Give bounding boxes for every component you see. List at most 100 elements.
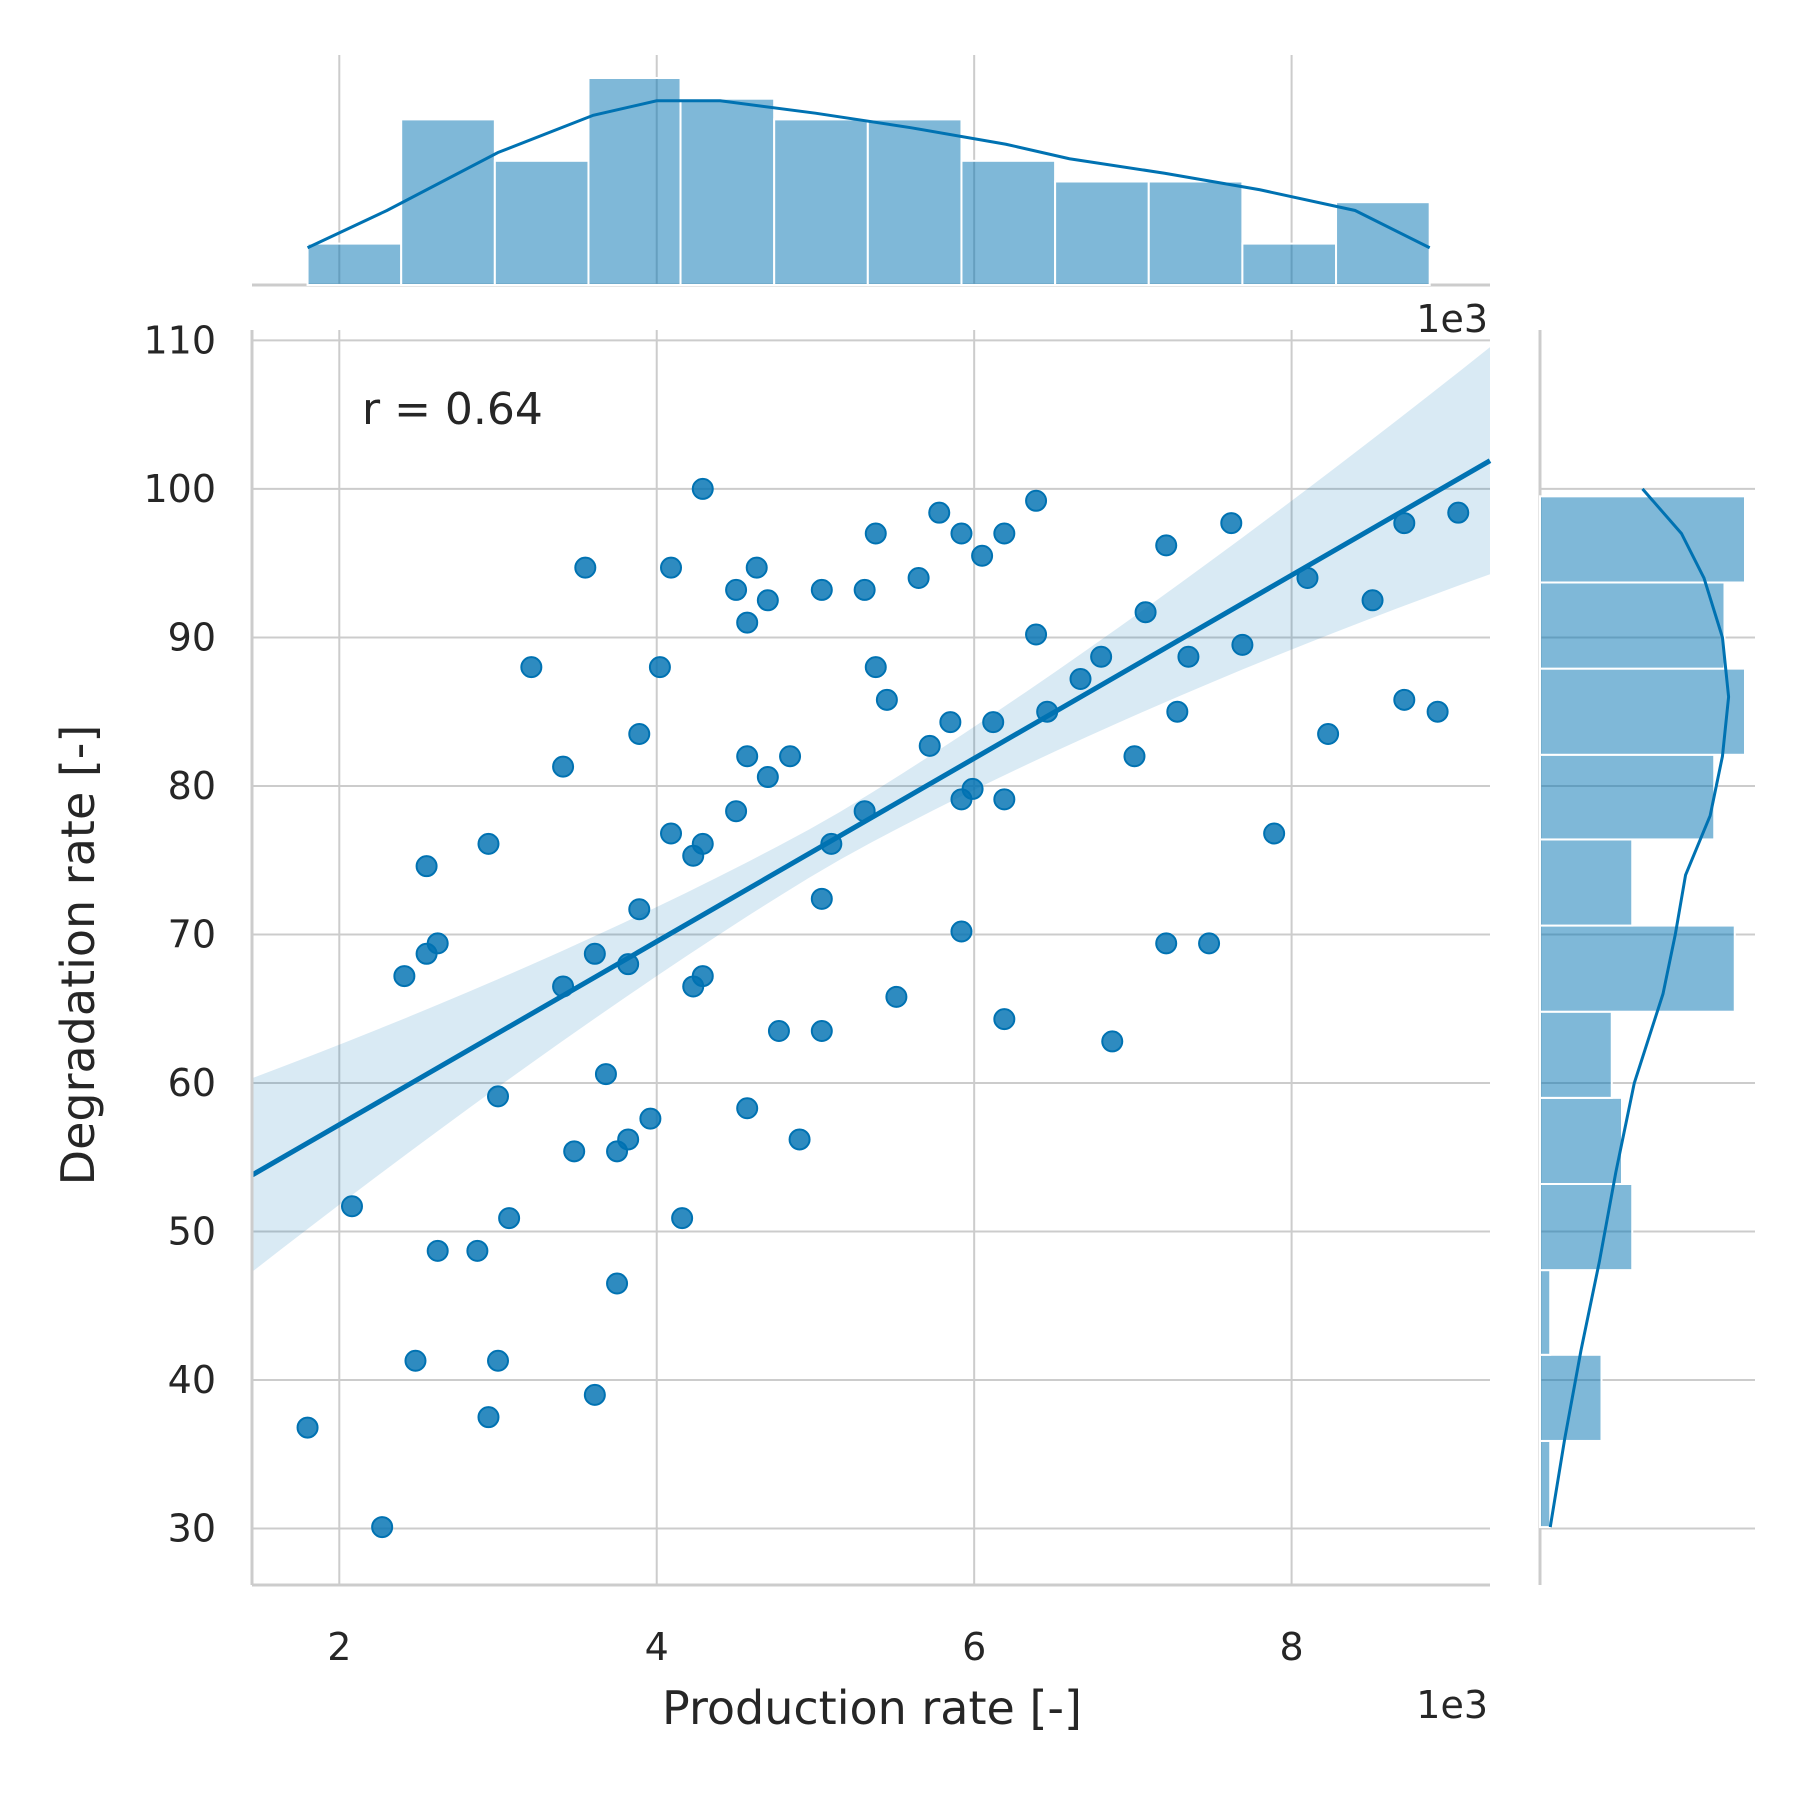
scatter-point — [1025, 623, 1048, 646]
scatter-point — [466, 1239, 489, 1262]
main-gridlines — [252, 330, 1490, 1585]
scatter-point — [756, 589, 779, 612]
top-kde-curve — [306, 99, 1431, 250]
scatter-point — [939, 711, 962, 734]
scatter-point — [426, 1239, 449, 1262]
scatter-point — [745, 556, 768, 579]
scatter-point — [725, 800, 748, 823]
top-hist-bar — [1054, 180, 1150, 286]
scatter-point — [1155, 534, 1178, 557]
y-tick-label: 100 — [143, 467, 216, 511]
top-histogram-bars — [306, 77, 1431, 287]
scatter-point — [950, 920, 973, 943]
top-hist-bar — [960, 159, 1057, 286]
scatter-point — [594, 1063, 617, 1086]
scatter-point — [340, 1195, 363, 1218]
top-histogram-kde — [306, 99, 1431, 250]
scatter-point — [648, 656, 671, 679]
scatter-point — [961, 777, 984, 800]
scatter-point — [296, 1416, 319, 1439]
scatter-point — [691, 965, 714, 988]
y-tick-label: 30 — [168, 1507, 216, 1551]
scatter-point — [950, 522, 973, 545]
annotation-r: r = 0.64 — [362, 384, 543, 435]
scatter-point — [1166, 700, 1189, 723]
scatter-point — [520, 656, 543, 679]
scatter-point — [1198, 932, 1221, 955]
y-tick-label: 110 — [143, 318, 216, 362]
y-tick-label: 80 — [168, 764, 216, 808]
scatter-point — [552, 755, 575, 778]
y-tick-label: 50 — [168, 1210, 216, 1254]
scatter-point — [1393, 512, 1416, 535]
scatter-point — [736, 1097, 759, 1120]
scatter-point — [477, 1406, 500, 1429]
scatter-point — [660, 822, 683, 845]
scatter-point — [415, 855, 438, 878]
axes-spines — [250, 330, 1490, 1587]
scatter-point — [691, 477, 714, 500]
scatter-point — [660, 556, 683, 579]
scatter-point — [1447, 501, 1470, 524]
x-scale-label-top: 1e3 — [1416, 297, 1488, 341]
scatter-point — [606, 1272, 629, 1295]
scatter-point — [1101, 1030, 1124, 1053]
scatter-point — [736, 611, 759, 634]
scatter-point — [426, 932, 449, 955]
scatter-point — [864, 656, 887, 679]
right-hist-bar — [1539, 1439, 1552, 1529]
scatter-point — [756, 766, 779, 789]
scatter-point — [1090, 645, 1113, 668]
scatter-point — [628, 898, 651, 921]
right-hist-bar — [1539, 1096, 1623, 1185]
scatter-point — [404, 1349, 427, 1372]
scatter-point — [487, 1085, 510, 1108]
scatter-point — [993, 788, 1016, 811]
right-hist-bar — [1539, 1182, 1634, 1272]
scatter-point — [875, 688, 898, 711]
scatter-point — [574, 556, 597, 579]
scatter-point — [498, 1207, 521, 1230]
top-hist-bar — [1147, 180, 1244, 286]
scatter-point — [691, 832, 714, 855]
x-scale-label-bottom: 1e3 — [1416, 1683, 1488, 1727]
scatter-point — [617, 1128, 640, 1151]
x-tick-label: 2 — [327, 1625, 351, 1669]
scatter-points — [296, 477, 1470, 1539]
y-tick-label: 70 — [168, 912, 216, 956]
scatter-point — [907, 567, 930, 590]
right-hist-bar — [1539, 1269, 1552, 1356]
scatter-point — [971, 544, 994, 567]
top-hist-bar — [1241, 242, 1338, 287]
top-hist-bar — [306, 242, 403, 287]
scatter-point — [1393, 688, 1416, 711]
scatter-point — [1155, 932, 1178, 955]
right-hist-bar — [1539, 667, 1746, 756]
scatter-point — [982, 711, 1005, 734]
scatter-point — [993, 1008, 1016, 1031]
scatter-point — [885, 985, 908, 1008]
scatter-point — [1231, 633, 1254, 656]
scatter-point — [628, 722, 651, 745]
scatter-point — [853, 578, 876, 601]
top-hist-bar — [400, 118, 496, 287]
right-hist-bar — [1539, 753, 1716, 841]
top-hist-bar — [679, 97, 776, 286]
x-axis-label: Production rate [-] — [662, 1681, 1082, 1735]
scatter-point — [1069, 668, 1092, 691]
scatter-point — [371, 1516, 394, 1539]
scatter-point — [1361, 589, 1384, 612]
right-hist-bar — [1539, 581, 1726, 670]
right-hist-bar — [1539, 924, 1736, 1013]
scatter-point — [736, 745, 759, 768]
right-kde-curve — [1548, 487, 1731, 1528]
scatter-point — [864, 522, 887, 545]
top-hist-bar — [773, 118, 869, 287]
tick-labels: 2 4 6 8 30 40 50 60 70 80 90 100 110 — [143, 318, 1303, 1669]
scatter-point — [810, 1020, 833, 1043]
scatter-point — [583, 942, 606, 965]
scatter-point — [477, 832, 500, 855]
right-hist-bar — [1539, 838, 1634, 927]
scatter-point — [563, 1140, 586, 1163]
